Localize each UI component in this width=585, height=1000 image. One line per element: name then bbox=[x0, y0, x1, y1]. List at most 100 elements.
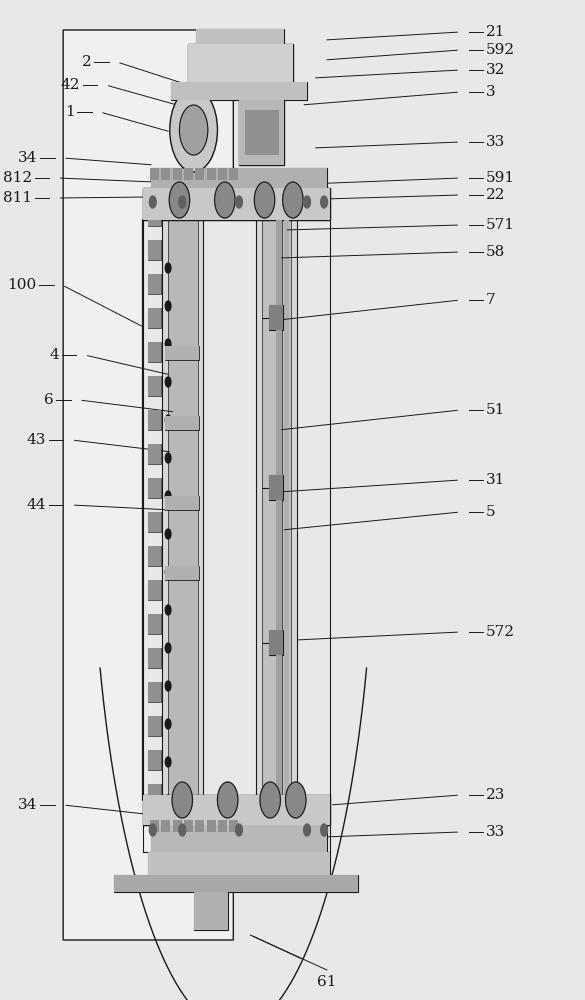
Bar bbox=[207, 820, 216, 832]
Bar bbox=[148, 750, 161, 770]
Text: 21: 21 bbox=[486, 25, 505, 39]
Bar bbox=[148, 376, 161, 396]
Text: 7: 7 bbox=[486, 293, 495, 307]
Bar bbox=[184, 820, 193, 832]
Bar bbox=[148, 410, 161, 430]
Text: 4: 4 bbox=[50, 348, 59, 362]
Circle shape bbox=[170, 88, 218, 172]
Bar bbox=[207, 168, 216, 180]
Bar bbox=[148, 682, 161, 702]
Circle shape bbox=[166, 605, 171, 615]
Text: 592: 592 bbox=[486, 43, 515, 57]
Text: 591: 591 bbox=[486, 171, 515, 185]
Bar bbox=[150, 168, 159, 180]
Bar bbox=[148, 206, 161, 226]
Bar bbox=[148, 852, 330, 875]
Text: 43: 43 bbox=[27, 433, 46, 447]
Text: 3: 3 bbox=[486, 85, 495, 99]
Bar bbox=[184, 168, 193, 180]
Circle shape bbox=[180, 105, 208, 155]
Bar bbox=[166, 566, 199, 580]
Circle shape bbox=[304, 196, 311, 208]
Bar bbox=[194, 875, 228, 930]
Text: 31: 31 bbox=[486, 473, 505, 487]
Bar bbox=[245, 110, 278, 155]
Text: 1: 1 bbox=[65, 105, 74, 119]
Bar bbox=[151, 168, 327, 188]
Bar bbox=[148, 206, 161, 226]
Text: 811: 811 bbox=[3, 191, 32, 205]
Bar bbox=[161, 820, 170, 832]
Text: 2: 2 bbox=[82, 55, 91, 69]
Bar bbox=[207, 168, 216, 180]
Circle shape bbox=[304, 824, 311, 836]
Bar bbox=[166, 416, 199, 430]
Circle shape bbox=[166, 719, 171, 729]
Bar bbox=[261, 200, 291, 830]
Circle shape bbox=[260, 782, 280, 818]
Bar bbox=[166, 346, 199, 360]
Bar bbox=[148, 308, 161, 328]
Bar bbox=[151, 825, 327, 852]
Text: 812: 812 bbox=[3, 171, 32, 185]
Bar bbox=[276, 200, 281, 830]
Bar bbox=[148, 444, 161, 464]
Text: 572: 572 bbox=[486, 625, 515, 639]
Bar bbox=[148, 376, 161, 396]
Bar bbox=[148, 648, 161, 668]
Circle shape bbox=[149, 196, 156, 208]
Bar bbox=[148, 580, 161, 600]
Circle shape bbox=[179, 824, 185, 836]
Bar bbox=[269, 630, 283, 655]
Bar bbox=[148, 274, 161, 294]
Bar bbox=[284, 200, 289, 830]
Bar bbox=[173, 820, 182, 832]
Circle shape bbox=[166, 643, 171, 653]
Bar bbox=[148, 580, 161, 600]
Bar bbox=[166, 566, 199, 580]
Bar bbox=[148, 648, 161, 668]
Bar bbox=[229, 820, 239, 832]
Text: 100: 100 bbox=[7, 278, 36, 292]
Circle shape bbox=[283, 182, 303, 218]
Bar bbox=[143, 795, 330, 825]
Circle shape bbox=[166, 491, 171, 501]
Text: 5: 5 bbox=[486, 505, 495, 519]
Bar bbox=[269, 305, 283, 330]
Bar bbox=[148, 478, 161, 498]
Bar bbox=[184, 168, 193, 180]
Circle shape bbox=[285, 782, 306, 818]
Bar bbox=[184, 820, 193, 832]
Text: 22: 22 bbox=[486, 188, 505, 202]
Bar bbox=[256, 200, 297, 830]
Bar bbox=[188, 44, 293, 82]
Circle shape bbox=[166, 567, 171, 577]
Bar bbox=[245, 110, 278, 155]
Bar bbox=[148, 546, 161, 566]
Text: 33: 33 bbox=[486, 135, 505, 149]
Bar bbox=[261, 200, 291, 830]
Bar bbox=[148, 342, 161, 362]
Bar bbox=[148, 716, 161, 736]
Bar bbox=[148, 342, 161, 362]
Text: 51: 51 bbox=[486, 403, 505, 417]
Bar bbox=[166, 346, 199, 360]
Text: 32: 32 bbox=[486, 63, 505, 77]
Bar bbox=[269, 305, 283, 330]
Bar bbox=[151, 168, 327, 188]
Circle shape bbox=[166, 415, 171, 425]
Text: 34: 34 bbox=[18, 798, 37, 812]
Circle shape bbox=[166, 339, 171, 349]
Bar bbox=[276, 200, 281, 830]
Bar bbox=[163, 200, 203, 830]
Text: 34: 34 bbox=[18, 151, 37, 165]
Bar bbox=[148, 784, 161, 804]
PathPatch shape bbox=[63, 30, 233, 940]
Bar bbox=[148, 512, 161, 532]
Bar bbox=[151, 825, 327, 852]
Circle shape bbox=[236, 196, 242, 208]
Bar bbox=[188, 44, 293, 82]
Bar bbox=[195, 820, 204, 832]
Circle shape bbox=[236, 824, 242, 836]
Circle shape bbox=[149, 824, 156, 836]
